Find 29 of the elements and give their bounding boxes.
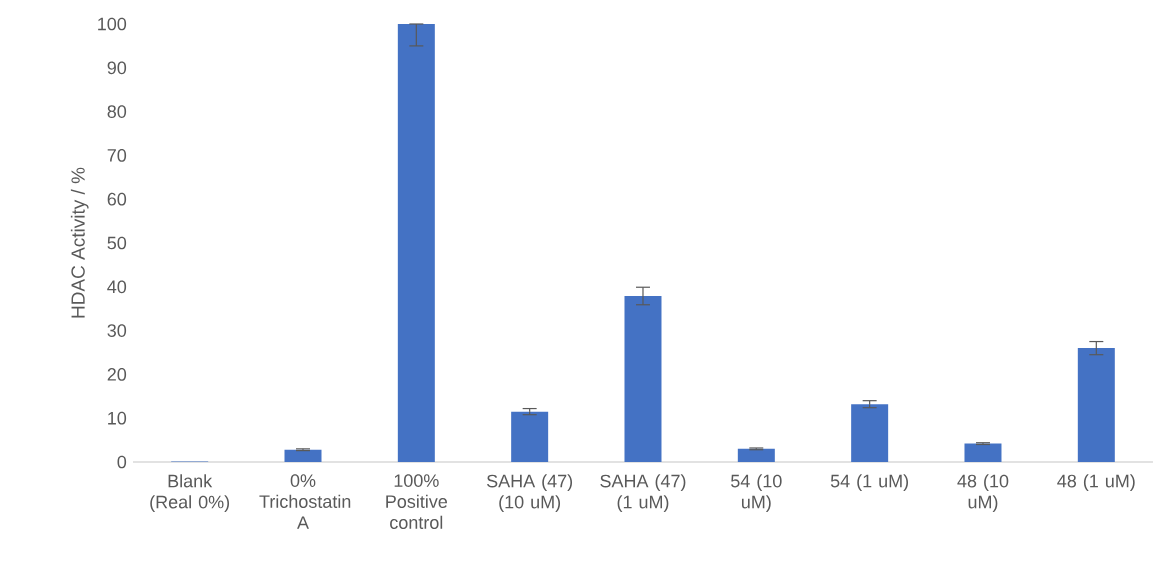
x-tick-label: 100% Positive control <box>386 474 448 529</box>
bar <box>1077 348 1115 462</box>
bar <box>851 404 889 462</box>
y-tick-label: 40 <box>107 280 127 294</box>
bar <box>964 443 1002 462</box>
x-tick-label: 54 (1 uM) <box>830 474 909 491</box>
y-tick-label: 50 <box>107 236 127 250</box>
y-axis-title: HDAC Activity / % <box>70 167 89 318</box>
x-tick-label: SAHA (47) (1 uM) <box>600 474 686 512</box>
y-tick-label: 70 <box>107 149 127 162</box>
x-tick-label: 54 (10 uM) <box>731 474 782 512</box>
x-tick-label: 48 (10 uM) <box>957 474 1009 512</box>
y-tick-label: 0 <box>117 455 127 469</box>
y-tick-label: 80 <box>107 105 127 118</box>
x-tick-label: 0% Trichostatin A <box>259 474 351 529</box>
y-tick-label: 30 <box>107 324 127 337</box>
bar <box>397 24 435 462</box>
bar <box>737 448 775 462</box>
y-tick-label: 60 <box>107 192 127 206</box>
y-tick-label: 100 <box>98 17 127 31</box>
y-tick-label: 10 <box>108 411 127 425</box>
bar <box>284 449 322 462</box>
bar <box>624 296 662 462</box>
x-tick-label: Blank (Real 0%) <box>150 474 230 512</box>
y-tick-label: 90 <box>107 61 127 75</box>
x-tick-label: 48 (1 uM) <box>1057 474 1135 491</box>
bar <box>511 411 549 462</box>
x-tick-label: SAHA (47) (10 uM) <box>486 474 573 512</box>
y-tick-label: 20 <box>107 368 127 381</box>
